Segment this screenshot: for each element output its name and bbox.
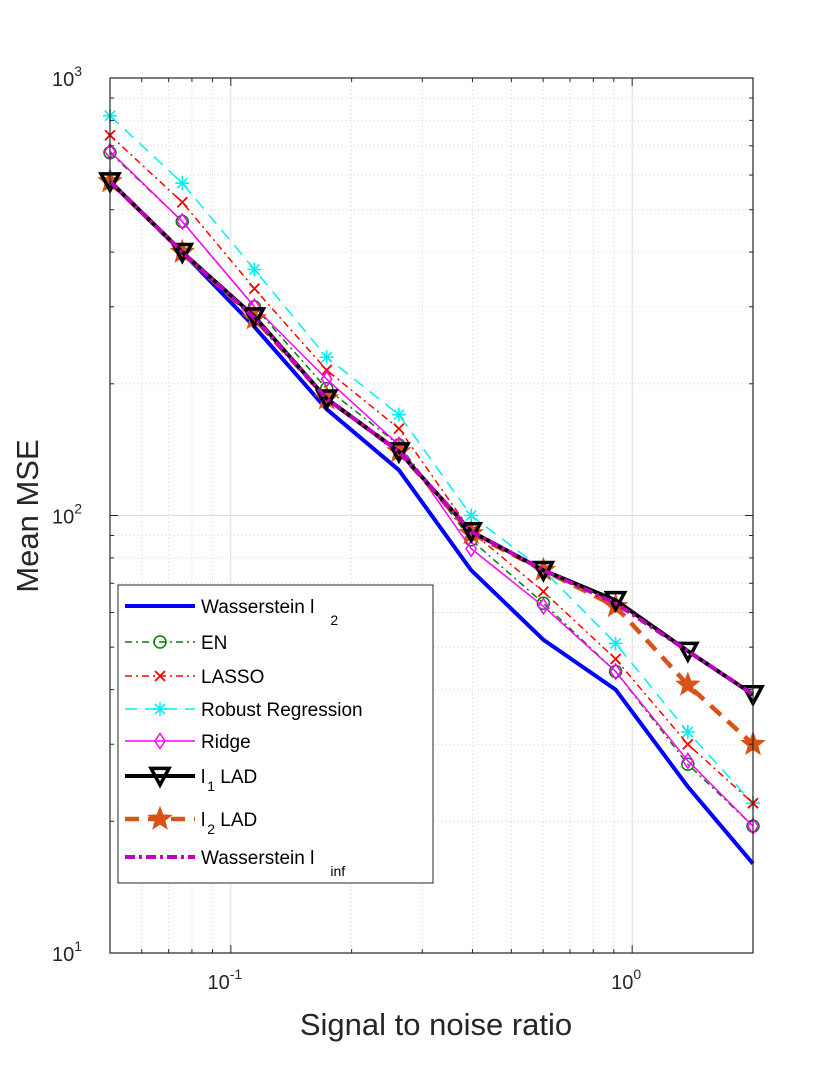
legend-entry-wlinf: Wasserstein linf [125, 848, 345, 879]
series-line-lasso [109, 134, 754, 804]
series-marker [319, 350, 334, 365]
legend-entry-ridge: Ridge [125, 732, 251, 753]
series-line-wl2 [108, 180, 755, 865]
series-marker [148, 766, 172, 789]
y-tick-label: 102 [52, 501, 82, 529]
series-marker [680, 724, 695, 739]
legend-box [117, 584, 434, 884]
series-marker [465, 539, 478, 558]
series-marker [609, 662, 622, 681]
axes [109, 77, 754, 954]
series-marker [681, 751, 694, 770]
series-line-robust [109, 115, 754, 804]
x-tick-label: 10-1 [207, 966, 242, 994]
legend-label: Ridge [201, 732, 251, 753]
legend-entry-en: EN [125, 633, 227, 654]
series-marker [176, 196, 188, 208]
series-marker [537, 585, 550, 598]
y-tick-label: 101 [52, 938, 82, 966]
series-marker [386, 442, 411, 465]
legend-label: EN [201, 633, 227, 654]
series-marker [537, 597, 550, 616]
x-tick-label: 100 [611, 966, 641, 994]
series-marker [248, 283, 261, 295]
series-marker [175, 176, 190, 191]
y-axis-label: Mean MSE [10, 439, 45, 592]
series-marker [608, 636, 623, 651]
series-lasso [104, 129, 759, 809]
legend-label: Robust Regression [201, 700, 363, 721]
series-marker [321, 364, 333, 376]
series-marker [176, 212, 189, 231]
series-line-wlinf [108, 180, 755, 697]
series-marker [609, 653, 622, 665]
series-marker [393, 422, 405, 435]
series-marker [154, 670, 166, 682]
y-tick-label: 103 [52, 63, 82, 91]
series-marker [153, 702, 167, 716]
legend-entry-robust: Robust Regression [125, 700, 363, 721]
series-layer [97, 108, 766, 865]
series-marker [247, 262, 262, 277]
series-marker [536, 596, 551, 611]
series-marker [464, 508, 479, 523]
legend-label: Wasserstein linf [201, 848, 345, 879]
series-marker [682, 738, 694, 750]
series-wlinf [108, 180, 755, 697]
series-marker [153, 732, 167, 750]
series-marker [391, 407, 406, 422]
series-marker [153, 635, 167, 649]
series-marker [675, 671, 701, 696]
series-marker [170, 242, 195, 265]
series-wl2 [108, 180, 755, 865]
legend-label: LASSO [201, 667, 264, 688]
legend-entry-lasso: LASSO [125, 667, 264, 688]
series-marker [147, 805, 173, 830]
x-axis-label: Signal to noise ratio [300, 1007, 572, 1042]
series-line-ridge [109, 150, 754, 827]
tick-labels: 101 102 103 10-1 100 [52, 63, 641, 994]
legend-label: Wasserstein l2 [201, 597, 338, 628]
legend: Wasserstein l2 EN LASSO Robust Regression Ri… [117, 584, 434, 884]
series-marker [242, 307, 267, 330]
series-marker [681, 757, 695, 772]
legend-entry-wl2: Wasserstein l2 [125, 597, 338, 628]
series-marker [314, 389, 339, 412]
